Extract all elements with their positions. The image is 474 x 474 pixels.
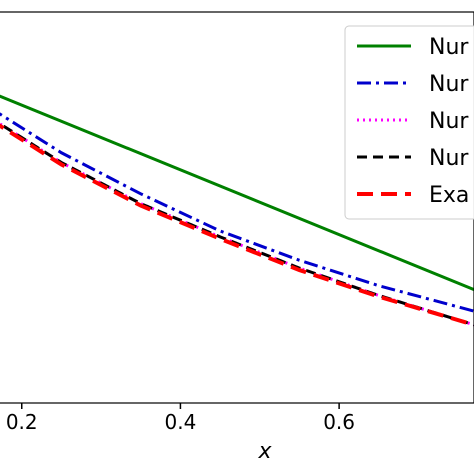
series-line-5: [0, 123, 474, 327]
x-tick-label-1: 0.2: [6, 410, 38, 434]
legend-label-3: Nur: [429, 109, 469, 134]
plot-frame: [0, 11, 474, 404]
x-tick-label-2: 0.4: [165, 410, 197, 434]
legend-label-2: Nur: [429, 72, 469, 97]
legend-box: [344, 25, 474, 220]
x-axis: 0.2 0.4 0.6: [6, 403, 355, 434]
legend-label-1: Nur: [429, 35, 469, 60]
legend-label-4: Nur: [429, 146, 469, 171]
series-line-1: [0, 94, 474, 291]
legend-label-5: Exa: [429, 183, 469, 208]
x-axis-label: x: [257, 439, 272, 464]
legend: Nur Nur Nur Nur Exa: [344, 25, 474, 220]
series-line-2: [0, 112, 474, 313]
series-layer: [0, 94, 474, 327]
x-tick-label-3: 0.6: [323, 410, 355, 434]
